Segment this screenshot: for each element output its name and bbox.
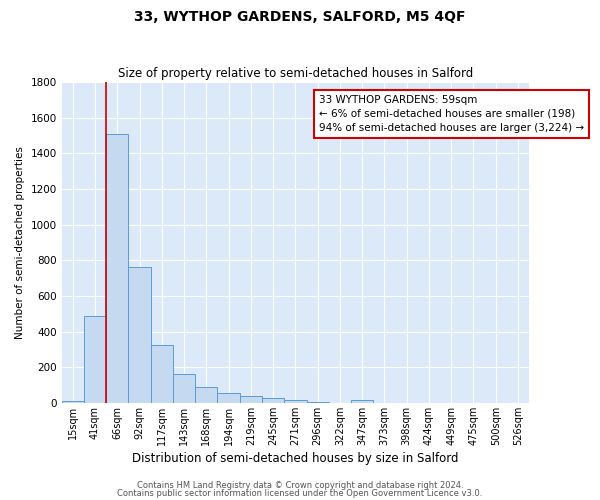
Bar <box>151 345 173 403</box>
Bar <box>262 398 284 403</box>
Text: 33 WYTHOP GARDENS: 59sqm
← 6% of semi-detached houses are smaller (198)
94% of s: 33 WYTHOP GARDENS: 59sqm ← 6% of semi-de… <box>319 95 584 133</box>
Text: 33, WYTHOP GARDENS, SALFORD, M5 4QF: 33, WYTHOP GARDENS, SALFORD, M5 4QF <box>134 10 466 24</box>
Bar <box>307 402 329 403</box>
Title: Size of property relative to semi-detached houses in Salford: Size of property relative to semi-detach… <box>118 66 473 80</box>
Text: Contains public sector information licensed under the Open Government Licence v3: Contains public sector information licen… <box>118 489 482 498</box>
Bar <box>128 268 151 403</box>
X-axis label: Distribution of semi-detached houses by size in Salford: Distribution of semi-detached houses by … <box>132 452 458 465</box>
Bar <box>84 316 106 403</box>
Bar <box>62 401 84 403</box>
Text: Contains HM Land Registry data © Crown copyright and database right 2024.: Contains HM Land Registry data © Crown c… <box>137 480 463 490</box>
Bar <box>240 396 262 403</box>
Bar <box>351 400 373 403</box>
Bar <box>195 387 217 403</box>
Bar <box>106 134 128 403</box>
Y-axis label: Number of semi-detached properties: Number of semi-detached properties <box>15 146 25 339</box>
Bar <box>217 393 240 403</box>
Bar <box>173 374 195 403</box>
Bar <box>284 400 307 403</box>
